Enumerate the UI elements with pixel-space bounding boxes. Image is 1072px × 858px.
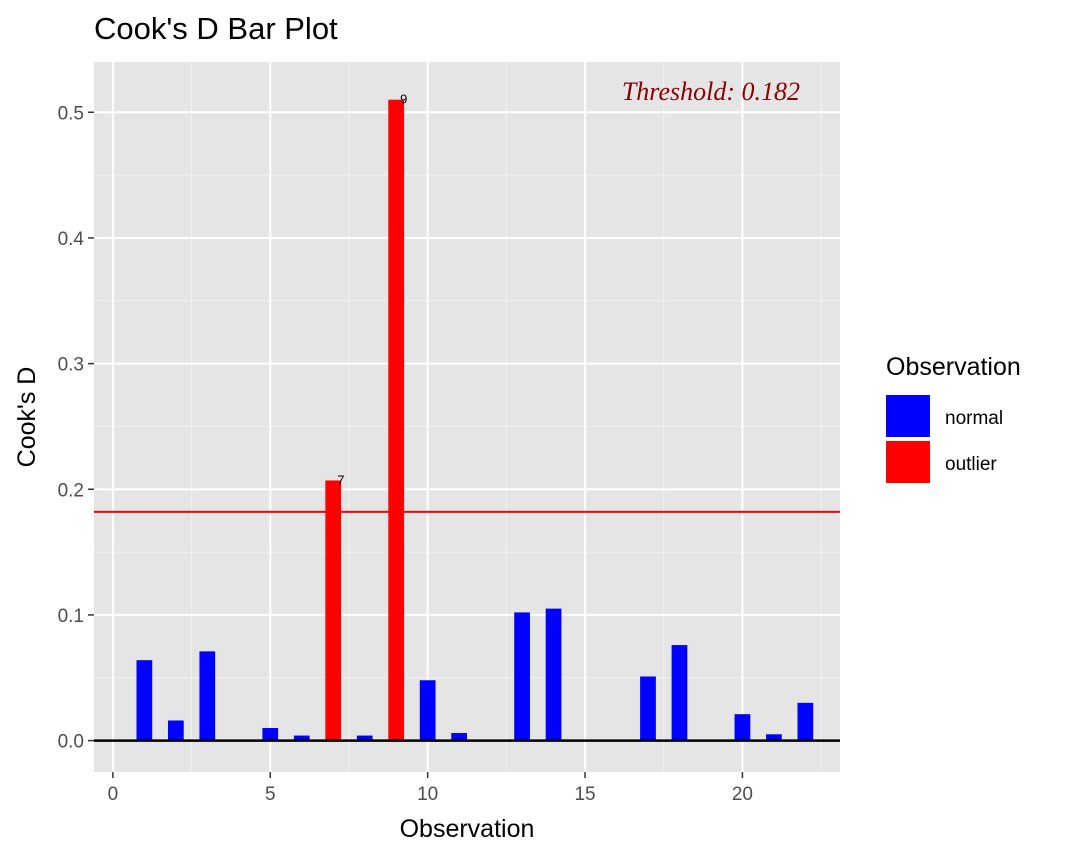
bar-obs-7	[325, 480, 342, 741]
bar-obs-3	[199, 651, 216, 741]
y-tick-label: 0.2	[58, 480, 84, 501]
bar-label-7: 7	[337, 472, 344, 487]
x-tick-label: 10	[417, 784, 438, 805]
y-tick-label: 0.0	[58, 732, 84, 753]
bars-group	[136, 99, 814, 741]
bar-label-9: 9	[400, 92, 407, 107]
bar-obs-10	[419, 680, 436, 741]
bar-obs-5	[262, 728, 279, 741]
chart-title: Cook's D Bar Plot	[94, 11, 338, 46]
bar-obs-20	[734, 714, 751, 741]
x-tick-label: 0	[108, 784, 119, 805]
legend-label-normal: normal	[945, 408, 1003, 429]
x-axis-title: Observation	[400, 815, 535, 843]
bar-obs-8	[356, 735, 373, 741]
bar-obs-22	[797, 702, 814, 741]
x-tick-label: 15	[574, 784, 595, 805]
legend-title: Observation	[886, 353, 1021, 381]
bar-obs-18	[671, 645, 688, 741]
y-tick-label: 0.3	[58, 355, 84, 376]
bar-obs-13	[514, 612, 530, 741]
y-tick-label: 0.4	[58, 229, 85, 250]
x-axis-ticks: 0 5 10 15 20	[108, 772, 753, 805]
y-tick-label: 0.1	[58, 606, 84, 627]
minor-gridlines	[94, 62, 840, 772]
bar-obs-2	[167, 720, 184, 741]
x-tick-label: 20	[732, 784, 753, 805]
bar-obs-21	[766, 734, 782, 741]
bar-obs-11	[451, 733, 467, 741]
threshold-label: Threshold: 0.182	[622, 77, 800, 106]
bar-obs-9	[388, 99, 405, 741]
y-tick-label: 0.5	[58, 103, 84, 124]
bar-obs-14	[545, 608, 562, 741]
y-axis-ticks: 0.0 0.1 0.2 0.3 0.4 0.5	[58, 103, 94, 753]
bar-labels-group: 79	[337, 92, 407, 488]
bar-obs-6	[293, 735, 310, 741]
plot-panel	[94, 62, 840, 772]
legend: Observation normal outlier	[886, 353, 1021, 483]
y-axis-title: Cook's D	[13, 367, 41, 468]
legend-swatch-normal	[886, 395, 930, 437]
x-tick-label: 5	[265, 784, 276, 805]
legend-swatch-outlier	[886, 441, 930, 483]
bar-obs-1	[136, 660, 153, 741]
legend-label-outlier: outlier	[945, 454, 997, 475]
bar-obs-17	[640, 676, 656, 741]
